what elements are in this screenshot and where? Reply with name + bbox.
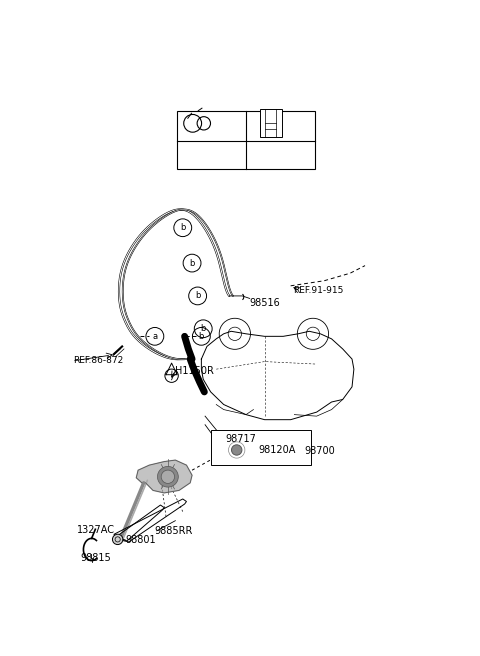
- Text: b: b: [190, 258, 195, 268]
- Text: 98700: 98700: [305, 447, 336, 457]
- Text: b: b: [201, 324, 206, 333]
- Text: 98815: 98815: [81, 552, 111, 563]
- Text: b: b: [195, 291, 200, 300]
- Text: a: a: [152, 332, 157, 341]
- Circle shape: [231, 445, 242, 455]
- Text: H1150R: H1150R: [175, 365, 214, 376]
- Text: 98717: 98717: [226, 434, 256, 444]
- Text: REF.86-872: REF.86-872: [73, 356, 123, 365]
- Circle shape: [112, 534, 123, 544]
- FancyBboxPatch shape: [211, 430, 311, 465]
- Text: a: a: [186, 150, 191, 159]
- Text: 1327AC: 1327AC: [77, 525, 115, 535]
- FancyBboxPatch shape: [177, 111, 315, 169]
- Text: 91511A: 91511A: [198, 150, 236, 159]
- Circle shape: [157, 466, 178, 487]
- Text: 98801: 98801: [125, 535, 156, 545]
- Text: REF.91-915: REF.91-915: [294, 287, 344, 295]
- Polygon shape: [136, 460, 192, 493]
- Text: 9885RR: 9885RR: [155, 526, 193, 536]
- Text: 98516: 98516: [250, 298, 280, 308]
- Text: 98120A: 98120A: [259, 445, 296, 455]
- Text: b: b: [254, 150, 260, 159]
- Text: b: b: [180, 223, 185, 232]
- Text: 81199: 81199: [267, 150, 298, 159]
- FancyBboxPatch shape: [260, 109, 282, 138]
- Text: b: b: [199, 332, 204, 341]
- Circle shape: [161, 470, 175, 483]
